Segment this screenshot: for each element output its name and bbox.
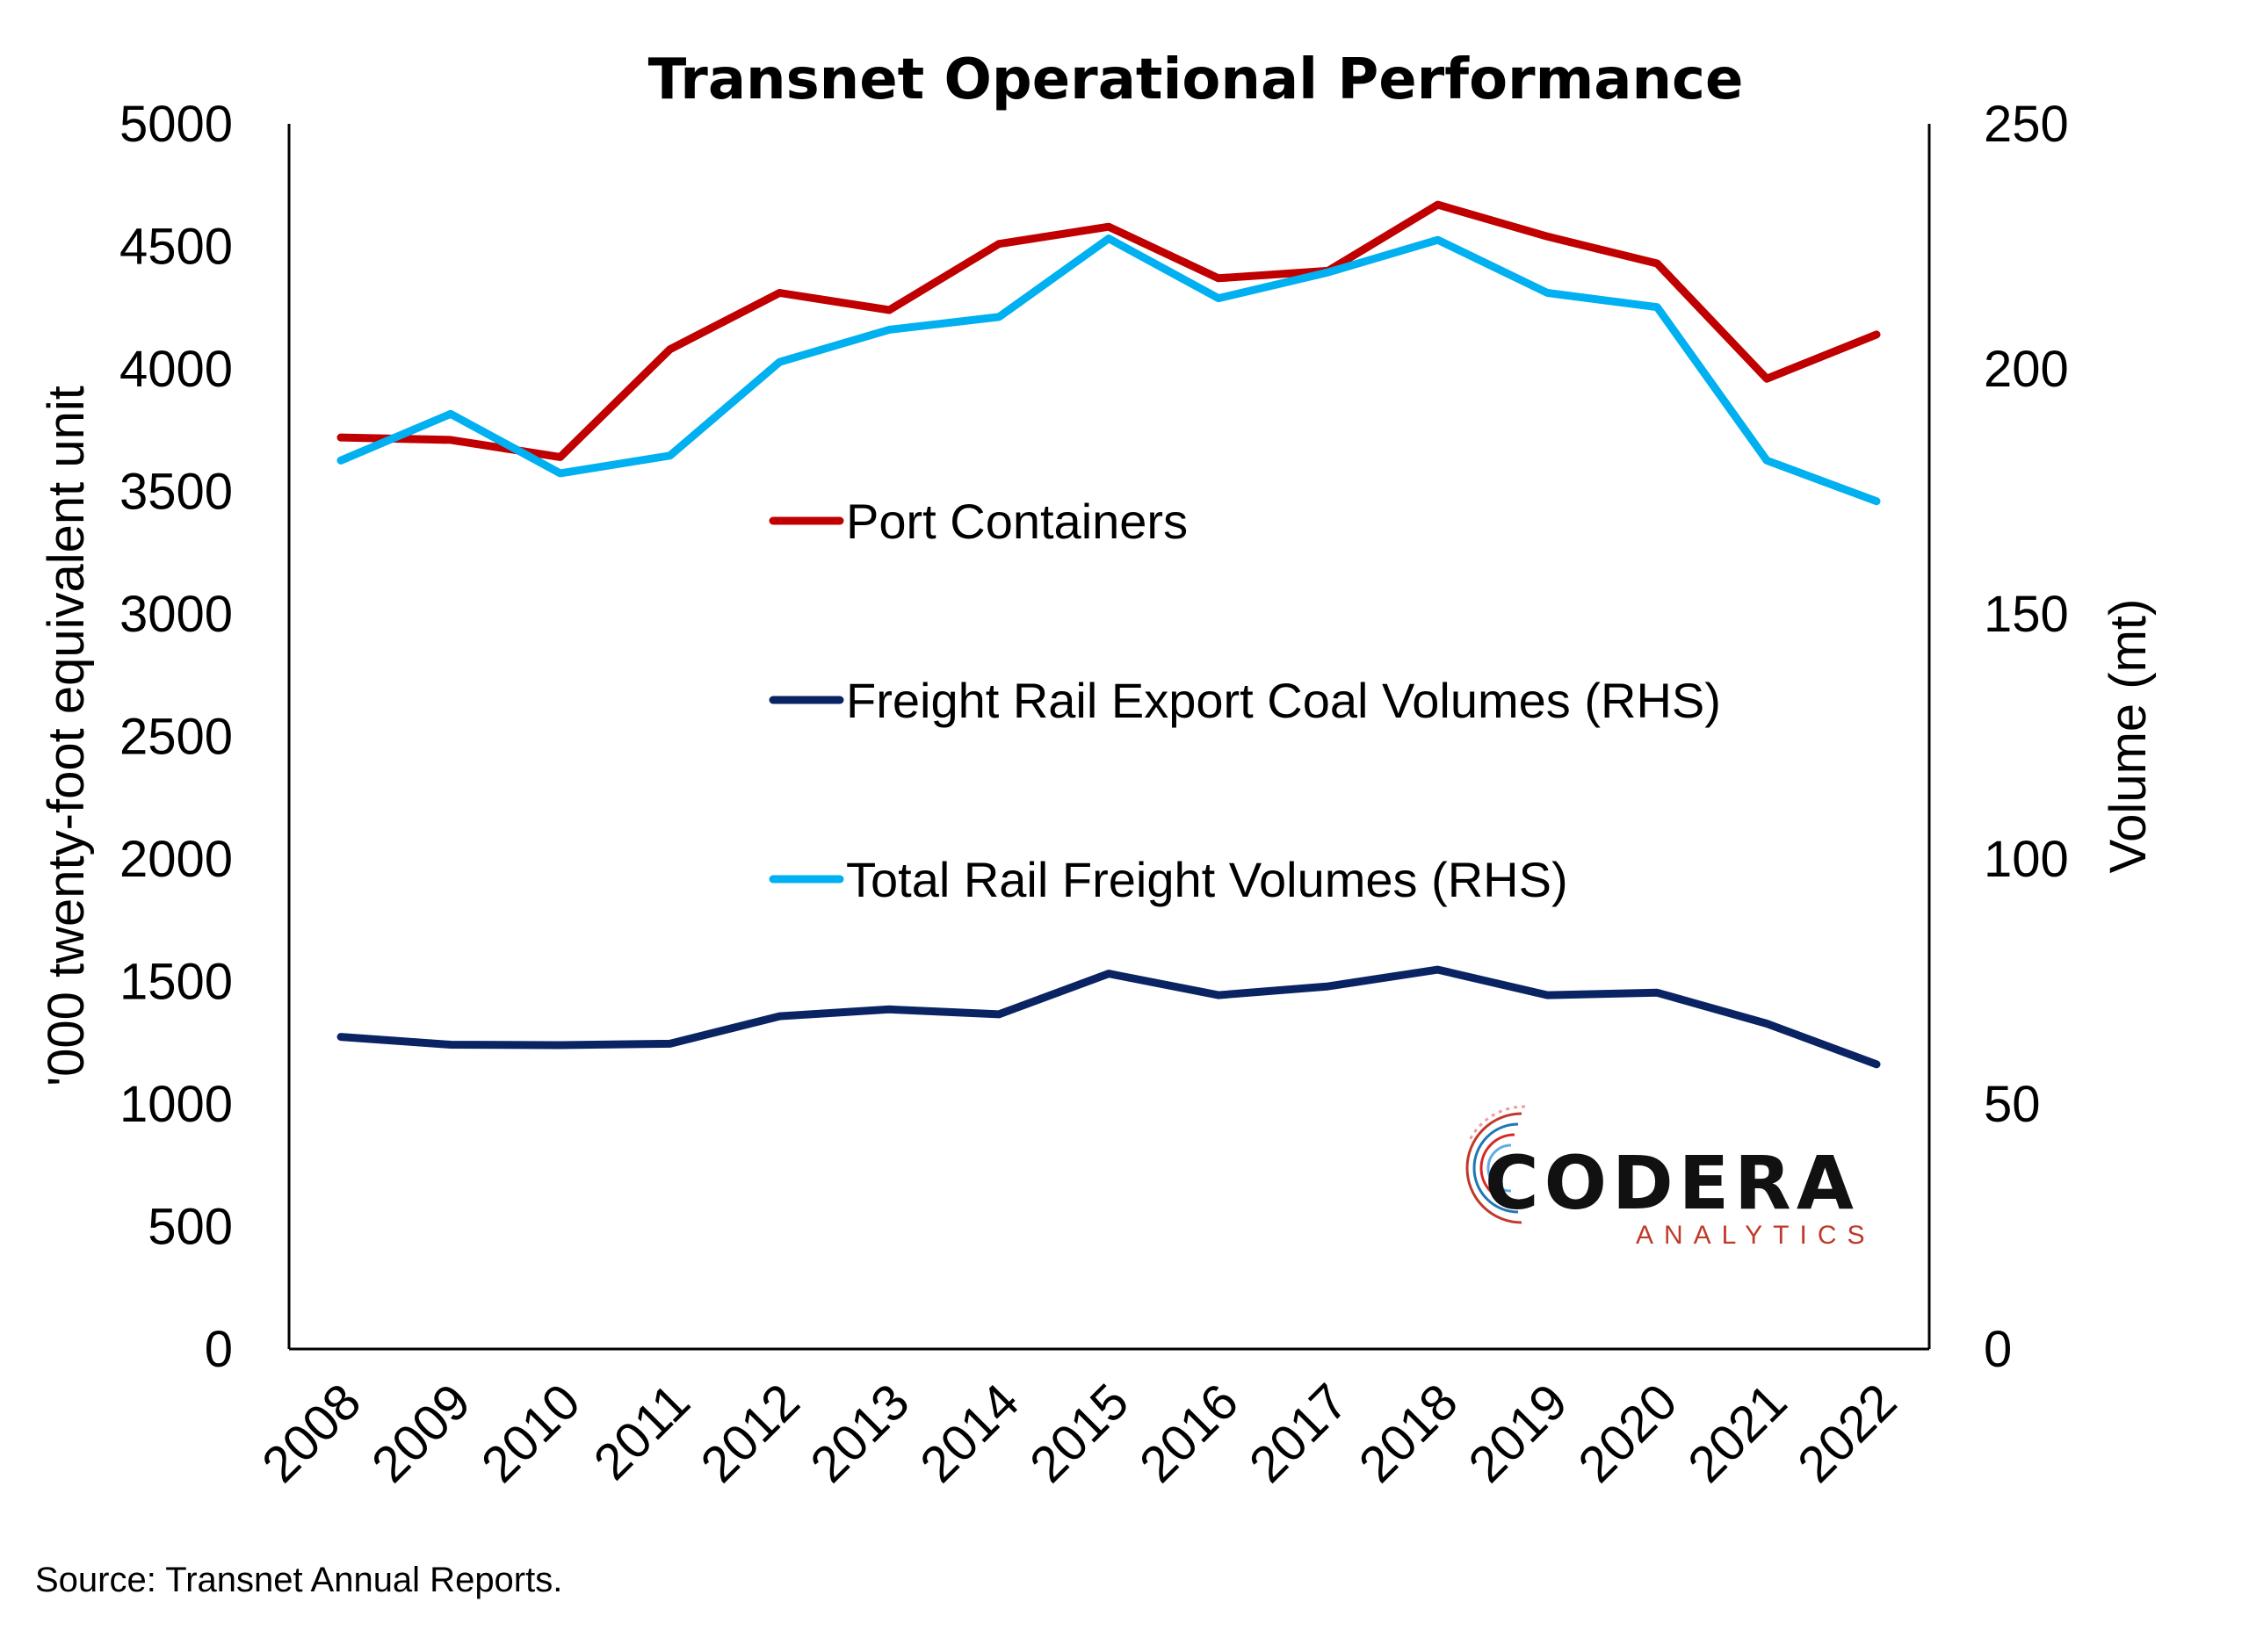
x-tick-label: 2014 <box>909 1373 1030 1493</box>
x-tick-label: 2011 <box>583 1373 701 1490</box>
x-tick-label: 2015 <box>1019 1373 1139 1493</box>
codera-logo: CODERA ANALYTICS <box>1465 1105 1876 1250</box>
x-tick-label: 2022 <box>1787 1373 1907 1493</box>
y2-tick-label: 150 <box>1984 586 2069 643</box>
series-line-0 <box>336 200 1881 461</box>
series-line-1 <box>336 965 1881 1069</box>
y-tick-label: 4000 <box>119 341 233 398</box>
y-tick-label: 5000 <box>119 96 233 153</box>
y-tick-label: 3000 <box>119 586 233 643</box>
logo-ring-icon <box>1465 1105 1526 1224</box>
y-tick-label: 2500 <box>119 709 233 766</box>
x-tick-label: 2018 <box>1349 1373 1469 1493</box>
x-tick-label: 2019 <box>1457 1373 1578 1493</box>
x-tick-label: 2016 <box>1129 1373 1249 1493</box>
y-tick-label: 2000 <box>119 831 233 888</box>
legend-label: Total Rail Freight Volumes (RHS) <box>846 852 1568 907</box>
y-tick-label: 1000 <box>119 1076 233 1133</box>
right-axis-ticks: 0 50 100 150 200 250 <box>1984 96 2069 1378</box>
x-tick-label: 2012 <box>690 1373 810 1493</box>
y2-tick-label: 50 <box>1984 1076 2041 1133</box>
y-tick-label: 500 <box>148 1199 233 1256</box>
y2-tick-label: 200 <box>1984 341 2069 398</box>
y-tick-label: 1500 <box>119 954 233 1011</box>
x-tick-label: 2009 <box>361 1373 481 1493</box>
y2-tick-label: 100 <box>1984 831 2069 888</box>
y-axis-label: '000 twenty-foot equivalent unit <box>38 386 95 1086</box>
x-tick-label: 2021 <box>1677 1373 1797 1493</box>
x-tick-label: 2010 <box>471 1373 591 1493</box>
x-axis-ticks: 2008200920102011201220132014201520162017… <box>251 1373 1907 1493</box>
left-axis-ticks: 0 500 1000 1500 2000 2500 3000 3500 4000 4500 5000 <box>119 96 233 1378</box>
series-line-2 <box>336 234 1881 506</box>
y-tick-label: 3500 <box>119 464 233 521</box>
series-lines <box>336 200 1881 1069</box>
y2-tick-label: 250 <box>1984 96 2069 153</box>
y2-axis-label: Volume (mt) <box>2100 599 2157 874</box>
logo-text: CODERA <box>1485 1140 1859 1226</box>
legend: Port Containers Freight Rail Export Coal … <box>769 494 1721 907</box>
y-tick-label: 4500 <box>119 219 233 276</box>
chart-title: Transnet Operational Performance <box>648 47 1744 112</box>
x-tick-label: 2020 <box>1567 1373 1688 1493</box>
x-tick-label: 2013 <box>799 1373 920 1493</box>
source-note: Source: Transnet Annual Reports. <box>35 1561 562 1599</box>
legend-label: Freight Rail Export Coal Volumes (RHS) <box>846 673 1721 728</box>
legend-label: Port Containers <box>846 494 1188 549</box>
x-tick-label: 2017 <box>1239 1373 1359 1493</box>
y2-tick-label: 0 <box>1984 1321 2012 1378</box>
y-tick-label: 0 <box>205 1321 233 1378</box>
x-tick-label: 2008 <box>251 1373 372 1493</box>
logo-subtext: ANALYTICS <box>1636 1221 1876 1250</box>
